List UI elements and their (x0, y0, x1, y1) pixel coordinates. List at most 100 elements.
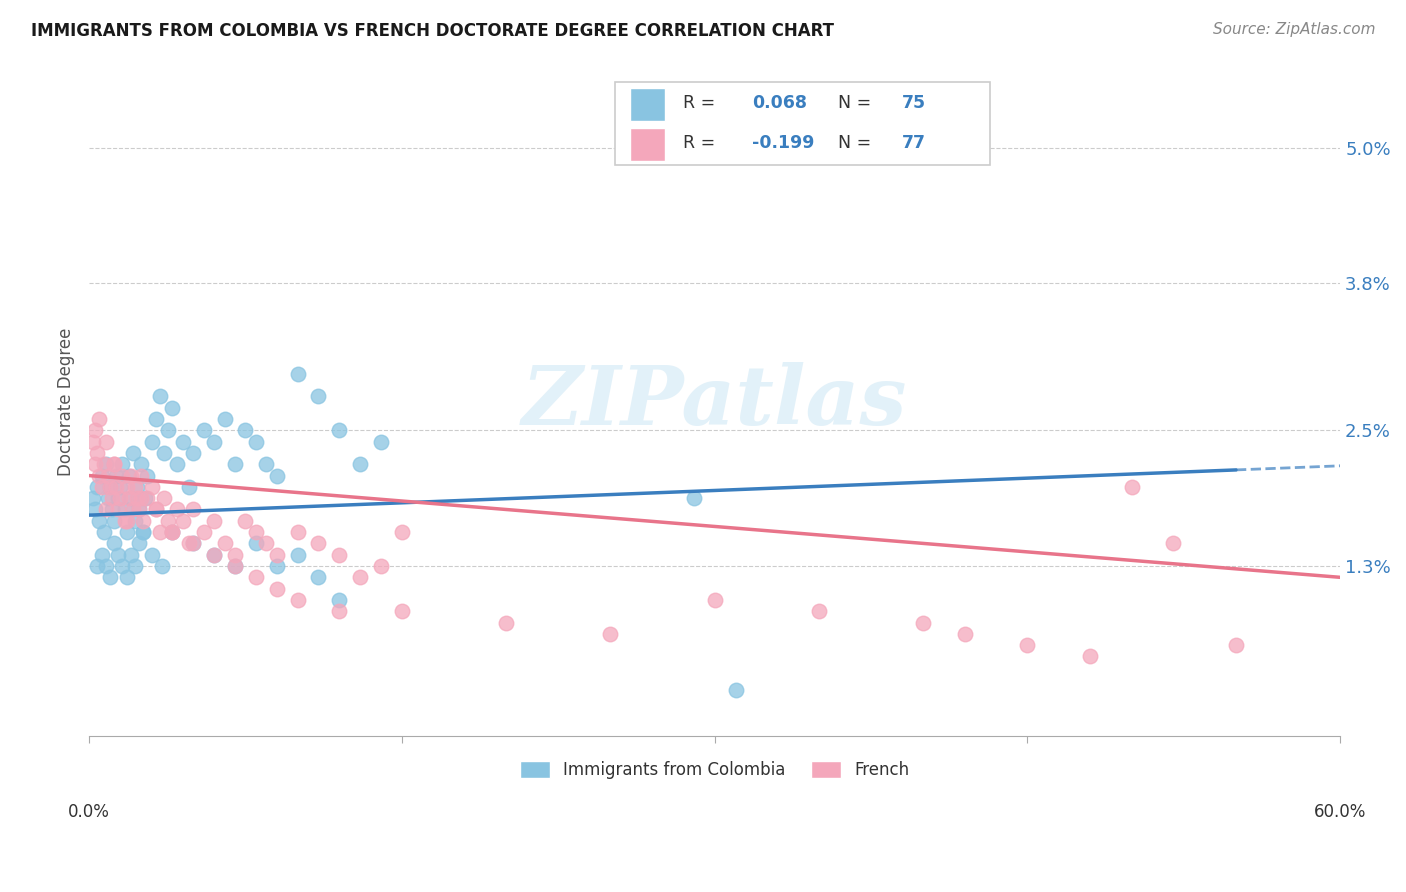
Point (245, 434, 267, 449)
Point (84, 502, 107, 516)
Point (266, 548, 288, 562)
Point (254, 457, 277, 471)
Point (179, 480, 201, 494)
Point (153, 491, 176, 506)
Text: N =: N = (827, 134, 877, 153)
Point (114, 502, 136, 516)
Point (120, 548, 142, 562)
Point (202, 548, 225, 562)
Point (94, 457, 117, 471)
Point (183, 536, 205, 550)
Point (224, 457, 246, 471)
Point (307, 536, 329, 550)
Point (172, 514, 194, 528)
Point (599, 627, 621, 641)
Point (136, 491, 159, 506)
Point (349, 570, 371, 584)
Point (101, 491, 124, 506)
Point (120, 491, 142, 506)
Point (166, 502, 188, 516)
Point (254, 536, 277, 550)
Point (82, 434, 104, 449)
Point (266, 582, 288, 596)
Point (107, 502, 129, 516)
Point (115, 514, 138, 528)
Point (103, 514, 125, 528)
Point (287, 367, 309, 381)
Text: ZIPatlas: ZIPatlas (522, 362, 907, 442)
Point (145, 412, 167, 426)
Point (90, 480, 112, 494)
Point (1017, 638, 1039, 652)
Point (328, 593, 350, 607)
Point (97, 468, 120, 483)
Point (307, 389, 329, 403)
Point (103, 536, 125, 550)
Point (166, 457, 188, 471)
Point (107, 491, 129, 506)
Point (162, 525, 184, 540)
Point (129, 491, 152, 506)
Point (1121, 480, 1143, 494)
Point (86, 559, 108, 574)
Point (245, 570, 267, 584)
Point (124, 514, 146, 528)
Point (89, 412, 111, 426)
Point (193, 525, 215, 540)
Point (118, 491, 141, 506)
Point (1225, 638, 1247, 652)
Point (157, 423, 180, 437)
Point (132, 525, 155, 540)
Point (162, 525, 184, 540)
FancyBboxPatch shape (614, 82, 990, 165)
Point (328, 423, 350, 437)
Point (1163, 536, 1185, 550)
Point (193, 423, 215, 437)
Point (202, 514, 225, 528)
Point (128, 502, 150, 516)
Point (328, 604, 350, 618)
Point (128, 502, 150, 516)
Point (115, 480, 138, 494)
Point (94, 502, 117, 516)
Point (94, 434, 117, 449)
Y-axis label: Doctorate Degree: Doctorate Degree (58, 328, 75, 476)
Point (93, 525, 115, 540)
Point (1078, 649, 1101, 664)
Point (183, 502, 205, 516)
Text: 60.0%: 60.0% (1315, 804, 1367, 822)
Legend: Immigrants from Colombia, French: Immigrants from Colombia, French (512, 753, 918, 788)
Point (97, 491, 120, 506)
Point (682, 491, 704, 506)
Point (183, 446, 205, 460)
Text: IMMIGRANTS FROM COLOMBIA VS FRENCH DOCTORATE DEGREE CORRELATION CHART: IMMIGRANTS FROM COLOMBIA VS FRENCH DOCTO… (31, 22, 834, 40)
Point (128, 536, 150, 550)
Point (495, 615, 517, 630)
Point (807, 604, 830, 618)
Point (179, 536, 201, 550)
Point (136, 468, 159, 483)
Bar (630, 128, 665, 161)
Point (266, 559, 288, 574)
Point (98, 480, 121, 494)
Text: N =: N = (827, 95, 877, 112)
Point (89, 514, 111, 528)
Point (141, 434, 163, 449)
Point (124, 480, 146, 494)
Point (391, 525, 413, 540)
Point (98, 570, 121, 584)
Text: -0.199: -0.199 (752, 134, 814, 153)
Text: 75: 75 (903, 95, 927, 112)
Text: R =: R = (683, 134, 721, 153)
Point (120, 468, 142, 483)
Point (101, 502, 124, 516)
Point (121, 446, 143, 460)
Point (111, 457, 134, 471)
Point (235, 514, 257, 528)
Point (328, 548, 350, 562)
Point (134, 491, 156, 506)
Point (115, 525, 138, 540)
Text: 77: 77 (903, 134, 927, 153)
Text: 0.0%: 0.0% (67, 804, 110, 822)
Point (349, 457, 371, 471)
